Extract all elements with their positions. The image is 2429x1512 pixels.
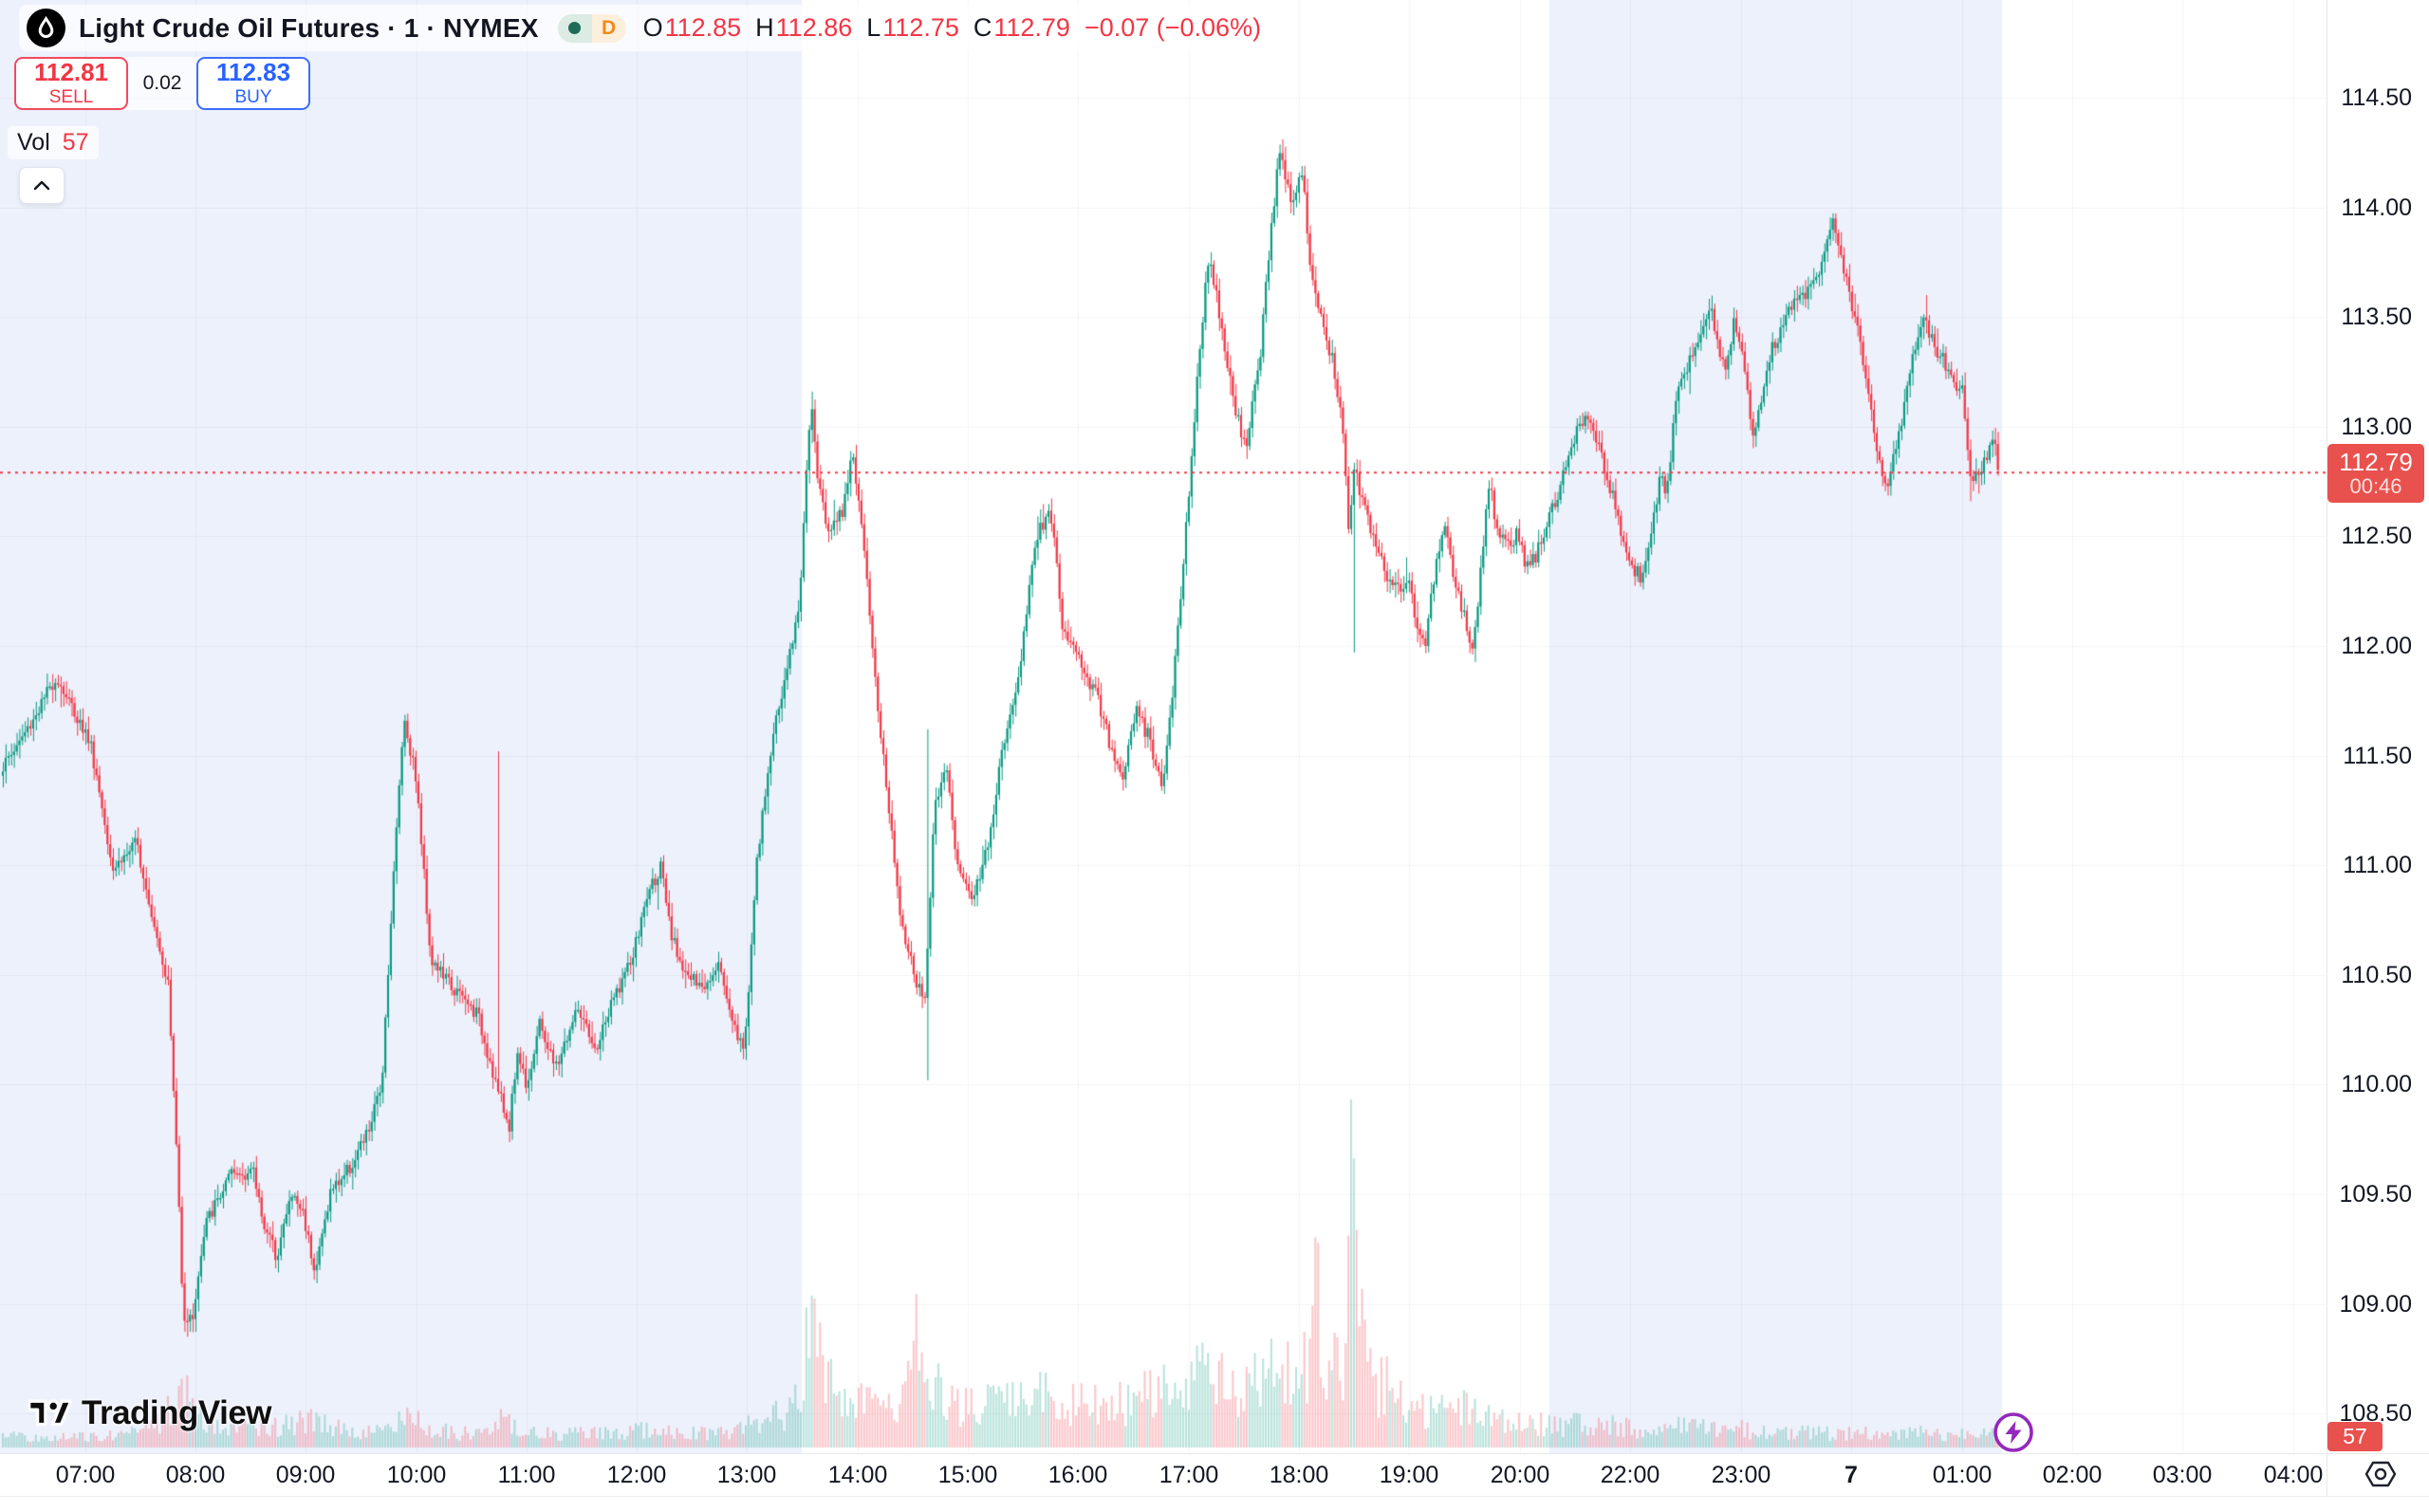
bar-countdown: 00:46: [2349, 474, 2402, 499]
time-tick-label: 14:00: [827, 1462, 888, 1488]
volume-label: Vol: [17, 129, 50, 156]
open-label: O: [642, 13, 663, 42]
scale-settings-button[interactable]: [2363, 1459, 2399, 1494]
time-tick-label: 23:00: [1711, 1462, 1771, 1488]
volume-scale-badge: 57: [2327, 1422, 2383, 1451]
oil-symbol-logo-icon: [27, 9, 65, 47]
chevron-up-icon: [33, 180, 50, 191]
price-tick-label: 112.50: [2341, 523, 2412, 549]
sell-price: 112.81: [33, 58, 109, 87]
price-tick-label: 113.00: [2341, 414, 2412, 440]
last-price-badge: 112.79 00:46: [2327, 444, 2424, 503]
ohlc-values: O 112.85 H 112.86 L 112.75 C 112.79 −0.07 (−…: [643, 13, 1262, 43]
time-tick-label: 01:00: [1932, 1462, 1993, 1488]
low-value: 112.75: [882, 13, 959, 42]
price-tick-label: 111.00: [2343, 852, 2412, 878]
symbol-title[interactable]: Light Crude Oil Futures · 1 · NYMEX: [79, 12, 539, 43]
buy-label: BUY: [234, 86, 272, 107]
close-label: C: [973, 13, 992, 42]
price-tick-label: 109.50: [2339, 1181, 2412, 1208]
sell-label: SELL: [48, 86, 94, 107]
time-tick-label: 08:00: [165, 1462, 226, 1488]
time-tick-label: 7: [1845, 1462, 1858, 1488]
time-axis-separator: [0, 1453, 2429, 1454]
time-tick-label: 15:00: [937, 1462, 998, 1488]
time-tick-label: 17:00: [1159, 1462, 1219, 1488]
time-tick-label: 04:00: [2263, 1462, 2324, 1488]
close-value: 112.79: [993, 13, 1070, 42]
low-label: L: [866, 13, 881, 42]
time-tick-label: 03:00: [2152, 1462, 2213, 1488]
time-tick-label: 16:00: [1048, 1462, 1108, 1488]
time-tick-label: 13:00: [716, 1462, 777, 1488]
sell-button[interactable]: 112.81 SELL: [14, 57, 128, 110]
tradingview-logo-text: TradingView: [82, 1394, 272, 1431]
buy-button[interactable]: 112.83 BUY: [196, 57, 310, 110]
market-open-dot-icon: [557, 13, 592, 43]
time-tick-label: 11:00: [497, 1462, 556, 1488]
time-tick-label: 07:00: [55, 1462, 116, 1488]
collapse-legend-button[interactable]: [19, 167, 65, 204]
price-tick-label: 113.50: [2341, 304, 2412, 330]
price-tick-label: 112.00: [2341, 633, 2412, 659]
time-tick-label: 12:00: [606, 1462, 667, 1488]
time-tick-label: 19:00: [1379, 1462, 1439, 1488]
buy-price: 112.83: [215, 58, 291, 87]
high-value: 112.86: [775, 13, 853, 42]
price-tick-label: 109.00: [2339, 1291, 2412, 1318]
price-tick-label: 111.50: [2343, 743, 2412, 769]
price-tick-label: 114.00: [2341, 194, 2412, 221]
instant-trading-button[interactable]: [1992, 1411, 2035, 1459]
time-tick-label: 09:00: [275, 1462, 336, 1488]
bottom-border: [0, 1496, 2429, 1497]
change-value: −0.07 (−0.06%): [1084, 13, 1262, 42]
time-tick-label: 20:00: [1490, 1462, 1550, 1488]
gear-icon: [2364, 1461, 2397, 1487]
time-tick-label: 02:00: [2042, 1462, 2103, 1488]
open-value: 112.85: [664, 13, 742, 42]
tradingview-logo[interactable]: TradingView: [28, 1394, 272, 1432]
last-price-value: 112.79: [2339, 447, 2413, 476]
market-status-pill: D: [557, 13, 626, 43]
tradingview-mark-icon: [28, 1399, 72, 1427]
volume-legend: Vol 57: [8, 126, 99, 159]
volume-value: 57: [62, 129, 89, 156]
price-tick-label: 114.50: [2341, 84, 2412, 111]
trade-panel: 112.81 SELL 0.02 112.83 BUY: [14, 57, 310, 110]
price-tick-label: 108.50: [2339, 1400, 2412, 1427]
high-label: H: [755, 13, 774, 42]
spread-value: 0.02: [142, 72, 182, 94]
time-tick-label: 18:00: [1269, 1462, 1329, 1488]
time-tick-label: 22:00: [1600, 1462, 1660, 1488]
price-tick-label: 110.50: [2341, 962, 2412, 988]
price-tick-label: 110.00: [2341, 1071, 2412, 1097]
lightning-icon: [1993, 1412, 2033, 1452]
time-tick-label: 10:00: [386, 1462, 447, 1488]
interval-badge: D: [591, 13, 626, 43]
